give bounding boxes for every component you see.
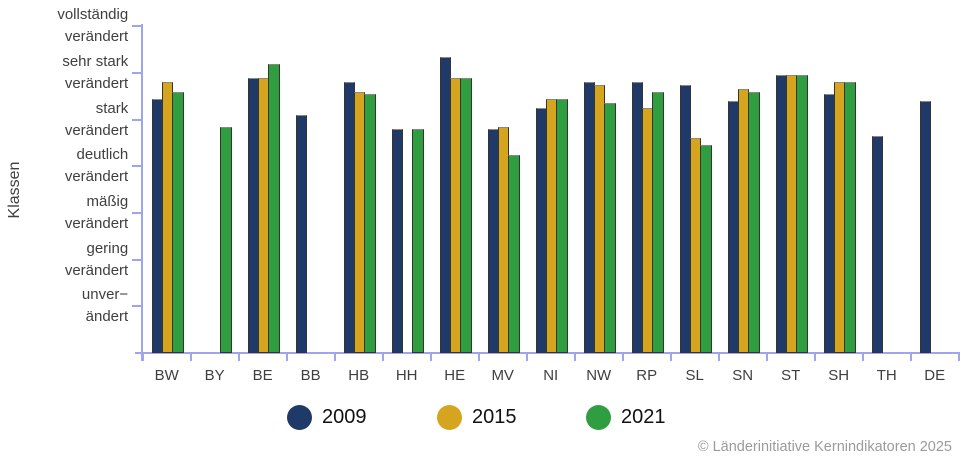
y-axis-title: Klassen xyxy=(6,161,23,219)
y-axis-line xyxy=(141,24,144,361)
x-tick xyxy=(189,353,192,361)
bar-NW-2021 xyxy=(604,103,616,353)
y-tick xyxy=(132,118,142,121)
bar-HB-2021 xyxy=(364,93,376,353)
x-label-BE: BE xyxy=(252,367,273,384)
y-tick-label: vollständig verändert xyxy=(57,6,129,46)
x-label-DE: DE xyxy=(924,367,946,384)
y-tick-label: mäßig verändert xyxy=(64,192,129,232)
copyright: © Länderinitiative Kernindikatoren 2025 xyxy=(697,439,952,455)
bar-HE-2021 xyxy=(460,77,472,353)
x-label-TH: TH xyxy=(876,367,897,384)
x-tick xyxy=(669,353,672,361)
x-label-NW: NW xyxy=(586,367,612,384)
bar-SL-2021 xyxy=(700,145,712,353)
x-tick xyxy=(429,353,432,361)
legend-label: 2015 xyxy=(472,406,517,428)
legend-item-2009[interactable]: 2009 xyxy=(287,404,367,431)
x-tick xyxy=(477,353,480,361)
legend-label: 2021 xyxy=(621,406,666,428)
x-label-NI: NI xyxy=(543,367,559,384)
y-tick xyxy=(132,71,142,74)
x-tick xyxy=(621,353,624,361)
x-tick xyxy=(141,353,144,361)
x-tick xyxy=(813,353,816,361)
x-label-MV: MV xyxy=(491,367,514,384)
bar-HH-2009 xyxy=(391,128,403,353)
x-label-HE: HE xyxy=(444,367,466,384)
x-label-BB: BB xyxy=(300,367,321,384)
x-label-HH: HH xyxy=(395,367,418,384)
bar-NI-2021 xyxy=(556,98,568,353)
x-tick xyxy=(573,353,576,361)
x-tick xyxy=(717,353,720,361)
legend-color-dot xyxy=(586,405,611,430)
y-tick-label: gering verändert xyxy=(64,239,129,279)
legend-color-dot xyxy=(437,405,462,430)
x-tick xyxy=(285,353,288,361)
x-label-BW: BW xyxy=(154,367,179,384)
x-label-ST: ST xyxy=(781,367,801,384)
x-label-BY: BY xyxy=(204,367,225,384)
bar-HH-2021 xyxy=(412,128,424,353)
x-label-HB: HB xyxy=(348,367,370,384)
x-tick xyxy=(957,353,960,361)
legend-item-2021[interactable]: 2021 xyxy=(586,404,666,431)
bar-MV-2021 xyxy=(508,154,520,353)
x-tick xyxy=(909,353,912,361)
x-label-RP: RP xyxy=(636,367,658,384)
y-tick xyxy=(132,25,142,28)
legend-color-dot xyxy=(287,405,312,430)
y-tick-label: sehr stark verändert xyxy=(62,52,129,92)
y-tick-label: stark verändert xyxy=(64,99,129,139)
y-tick xyxy=(132,258,142,261)
x-tick xyxy=(237,353,240,361)
x-label-SH: SH xyxy=(828,367,850,384)
x-tick xyxy=(381,353,384,361)
bar-TH-2009 xyxy=(871,135,883,353)
x-label-SL: SL xyxy=(685,367,704,384)
y-tick-label: deutlich verändert xyxy=(64,146,129,186)
x-label-SN: SN xyxy=(732,367,754,384)
x-tick xyxy=(765,353,768,361)
bar-RP-2021 xyxy=(652,91,664,353)
legend: 2009 2015 2021 xyxy=(0,402,960,432)
bar-BB-2009 xyxy=(295,114,307,353)
y-tick xyxy=(132,165,142,168)
bar-BW-2021 xyxy=(172,91,184,353)
x-axis-line xyxy=(135,352,960,354)
bar-SH-2021 xyxy=(844,82,856,353)
y-tick-label: unver− ändert xyxy=(81,286,129,326)
x-tick xyxy=(525,353,528,361)
x-tick xyxy=(333,353,336,361)
y-tick xyxy=(132,305,142,308)
bar-BE-2021 xyxy=(268,63,280,353)
legend-label: 2009 xyxy=(322,406,367,428)
bar-SN-2021 xyxy=(748,91,760,353)
bar-ST-2021 xyxy=(796,75,808,353)
bar-DE-2009 xyxy=(919,100,931,353)
legend-item-2015[interactable]: 2015 xyxy=(437,404,517,431)
bar-BY-2021 xyxy=(220,126,232,353)
x-tick xyxy=(861,353,864,361)
y-tick xyxy=(132,211,142,214)
